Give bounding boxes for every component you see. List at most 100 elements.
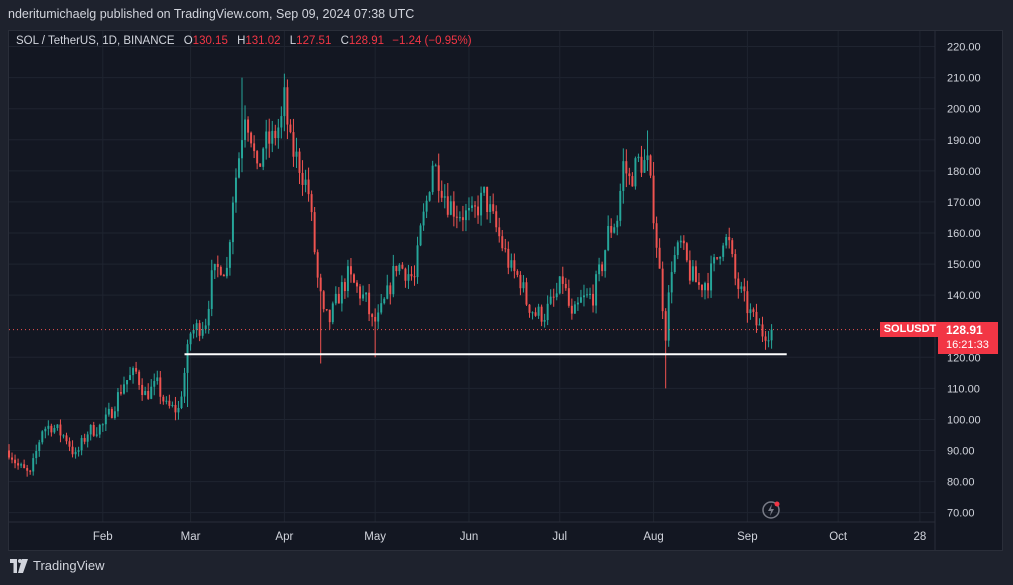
candle-body bbox=[386, 285, 389, 299]
candle-body bbox=[646, 155, 649, 161]
candle-body bbox=[410, 274, 413, 277]
candle-body bbox=[77, 450, 80, 452]
alert-icon[interactable] bbox=[761, 500, 781, 520]
candle-body bbox=[561, 276, 564, 284]
candle-body bbox=[174, 404, 177, 413]
candle-body bbox=[552, 296, 555, 298]
candle-body bbox=[743, 286, 746, 292]
candle-body bbox=[691, 266, 694, 281]
candle-body bbox=[634, 158, 637, 187]
candle-body bbox=[586, 294, 588, 296]
candle-body bbox=[383, 298, 386, 304]
x-tick-label: May bbox=[364, 531, 386, 543]
candle-body bbox=[498, 227, 501, 237]
low-value: 127.51 bbox=[296, 35, 332, 47]
candle-body bbox=[86, 434, 89, 442]
candle-body bbox=[519, 274, 522, 289]
x-tick-label: Mar bbox=[181, 531, 201, 543]
candle-body bbox=[165, 400, 168, 402]
candle-body bbox=[147, 390, 150, 399]
candle-body bbox=[204, 325, 207, 330]
open-label: O bbox=[183, 35, 193, 47]
candle-body bbox=[286, 87, 289, 125]
candle-body bbox=[346, 266, 349, 292]
candle-body bbox=[486, 186, 489, 213]
candle-body bbox=[670, 272, 673, 293]
candle-body bbox=[83, 438, 86, 442]
candle-body bbox=[540, 306, 543, 322]
candle-body bbox=[474, 205, 477, 207]
candle-body bbox=[440, 190, 443, 198]
candle-body bbox=[340, 282, 343, 304]
candle-body bbox=[749, 309, 752, 314]
candle-body bbox=[80, 438, 83, 451]
candle-body bbox=[619, 190, 622, 221]
candle-body bbox=[159, 377, 162, 397]
candle-body bbox=[101, 424, 104, 426]
candle-body bbox=[192, 329, 195, 334]
candle-body bbox=[501, 236, 504, 249]
change-value: −1.24 (−0.95%) bbox=[392, 35, 472, 47]
candle-body bbox=[510, 260, 513, 268]
candle-body bbox=[119, 392, 122, 394]
candle-body bbox=[628, 173, 631, 177]
candle-body bbox=[186, 344, 189, 373]
tradingview-logo bbox=[10, 558, 28, 573]
brand[interactable]: TradingView bbox=[10, 558, 105, 573]
y-tick-label: 80.00 bbox=[947, 477, 975, 489]
candle-body bbox=[295, 151, 298, 157]
candle-body bbox=[697, 282, 700, 285]
last-price: 128.91 bbox=[946, 322, 983, 337]
candle-body bbox=[746, 291, 749, 314]
candle-body bbox=[271, 130, 274, 144]
chart-frame[interactable] bbox=[8, 30, 1003, 551]
x-tick-label: Apr bbox=[275, 531, 293, 543]
candle-body bbox=[289, 124, 292, 133]
candle-body bbox=[144, 390, 147, 396]
y-tick-label: 120.00 bbox=[947, 352, 981, 364]
candle-body bbox=[734, 254, 737, 279]
candle-body bbox=[616, 220, 619, 228]
candle-body bbox=[107, 408, 110, 415]
candle-body bbox=[513, 260, 516, 272]
y-tick-label: 220.00 bbox=[947, 42, 981, 54]
candle-body bbox=[688, 260, 691, 281]
candle-body bbox=[613, 227, 616, 233]
candle-body bbox=[546, 303, 549, 321]
candle-body bbox=[725, 236, 728, 246]
symbol-label[interactable]: SOL / TetherUS, 1D, BINANCE bbox=[16, 35, 175, 47]
y-tick-label: 70.00 bbox=[947, 508, 975, 520]
candle-body bbox=[262, 148, 265, 167]
candle-body bbox=[337, 293, 340, 304]
candle-body bbox=[216, 263, 219, 267]
candle-body bbox=[62, 435, 65, 437]
candle-body bbox=[319, 277, 322, 292]
candle-body bbox=[89, 424, 92, 435]
candle-body bbox=[283, 87, 286, 117]
candle-body bbox=[667, 292, 670, 341]
candle-body bbox=[268, 131, 271, 144]
candle-body bbox=[98, 424, 101, 435]
candle-body bbox=[183, 372, 186, 397]
candle-body bbox=[579, 297, 582, 303]
candle-body bbox=[210, 270, 213, 309]
candle-body bbox=[310, 194, 313, 213]
candle-body bbox=[764, 336, 767, 341]
candle-body bbox=[731, 240, 734, 255]
candle-body bbox=[331, 303, 334, 323]
x-tick-label: Jul bbox=[552, 531, 567, 543]
close-value: 128.91 bbox=[348, 35, 385, 47]
footer-bar bbox=[0, 551, 1013, 585]
candle-body bbox=[607, 226, 610, 251]
candle-body bbox=[228, 242, 231, 268]
candle-body bbox=[207, 308, 210, 326]
candle-body bbox=[92, 424, 95, 436]
candle-body bbox=[477, 206, 480, 216]
candle-body bbox=[129, 375, 132, 381]
candle-body bbox=[14, 459, 17, 464]
low-label: L bbox=[289, 35, 297, 47]
y-tick-label: 210.00 bbox=[947, 73, 981, 85]
candle-body bbox=[710, 263, 713, 291]
x-tick-label: Oct bbox=[829, 531, 848, 543]
